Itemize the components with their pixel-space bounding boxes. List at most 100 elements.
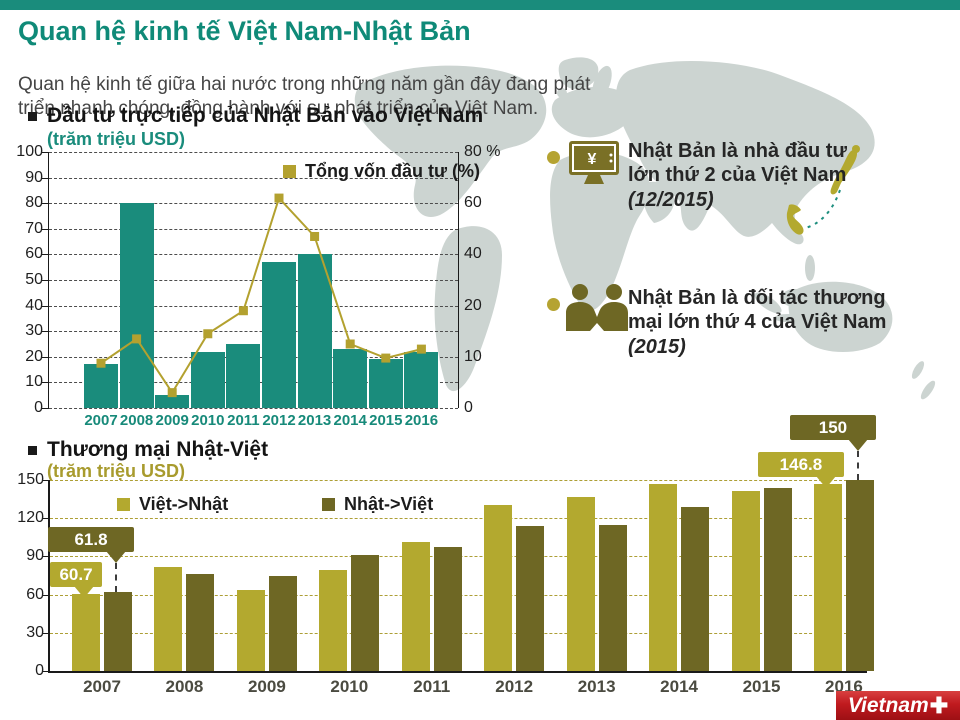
annotation-investor-text: Nhật Bản là nhà đầu tư lớn thứ 2 của Việ… (628, 140, 847, 187)
y-axis-left-label: 0 (34, 399, 43, 416)
trade-bar-2008-export (154, 566, 183, 671)
sumatra (754, 292, 782, 314)
monitor-yen-icon: ¥ (569, 141, 619, 184)
y-axis-left-label: 90 (25, 168, 43, 186)
gridline (49, 152, 458, 153)
callout-pointer-icon (106, 551, 126, 564)
trade-bar-2014-import (681, 506, 710, 671)
total-capital-line (96, 193, 426, 398)
trade-bar-2007-import (104, 592, 132, 671)
top-accent-bar (0, 0, 960, 10)
vietnam-highlight (786, 204, 804, 235)
page-title: Quan hệ kinh tế Việt Nam-Nhật Bản (18, 16, 471, 46)
x-axis-label-2010: 2010 (191, 412, 225, 429)
fdi-bar-2010 (190, 351, 225, 408)
trade-bar-2009-import (268, 575, 297, 671)
trade-bar-2010-import (351, 555, 380, 671)
axis-tick (42, 356, 49, 358)
chart1-title: Đầu tư trực tiếp của Nhật Bản vào Việt N… (47, 104, 484, 127)
trade-chart-plot: 0 30 60 90 120 150 2007 2008 2009 2010 2011 2012 201… (17, 471, 874, 696)
north-america (354, 65, 547, 217)
line-marker (274, 193, 284, 203)
axis-tick (42, 280, 49, 281)
annotation-trade: Nhật Bản là đối tác thương mại lớn thứ 4… (628, 286, 888, 359)
axis-tick (43, 556, 50, 558)
y-axis-right-label: 10 (464, 347, 482, 365)
section1-heading: Đầu tư trực tiếp của Nhật Bản vào Việt N… (28, 104, 483, 128)
chart1-legend: Tổng vốn đầu tư (%) (283, 161, 480, 182)
fdi-bar-2012 (262, 262, 296, 408)
bullet-dot-icon (547, 298, 560, 311)
x-axis-label-2012: 2012 (495, 677, 534, 696)
japan-vietnam-route-arc (804, 189, 841, 229)
british-isles (557, 88, 567, 98)
new-zealand (911, 361, 925, 379)
x-axis-label-2012: 2012 (262, 412, 296, 429)
callout-146.8: 146.8 (757, 452, 844, 478)
world-map (354, 57, 936, 400)
chart1-unit-label: (trăm triệu USD) (47, 129, 186, 149)
chart2-legend-import: Nhật->Việt (322, 494, 433, 515)
chart2-title: Thương mại Nhật-Việt (47, 438, 269, 461)
chart1-legend-label: Tổng vốn đầu tư (%) (305, 161, 481, 181)
fdi-bar-2015 (368, 359, 403, 408)
y-axis-left-label: 30 (25, 322, 43, 340)
axis-tick (42, 203, 49, 205)
bullet-square-icon (28, 445, 37, 455)
y-axis-left-label: 40 (25, 296, 43, 314)
axis-tick (43, 632, 50, 634)
gridline (49, 228, 458, 230)
y-axis-left-label: 100 (16, 143, 43, 160)
trade-bar-2015-export (731, 491, 760, 671)
line-marker (132, 334, 142, 344)
axis-tick (42, 331, 49, 333)
x-axis-label-2015: 2015 (369, 412, 403, 429)
legend-marker-icon (322, 498, 335, 511)
partnership-icon (566, 284, 628, 331)
callout-pointer-icon (74, 585, 94, 598)
fdi-bar-2016 (404, 351, 439, 408)
y-axis-left-label: 60 (25, 245, 43, 263)
trade-bar-2010-export (319, 570, 348, 671)
annotation-trade-note: (2015) (628, 335, 686, 358)
y-axis-right-label: 60 (464, 194, 482, 212)
axis-tick (42, 177, 49, 179)
x-axis-label-2007: 2007 (84, 412, 118, 429)
chart2-unit-label: (trăm triệu USD) (47, 461, 186, 481)
trade-bar-2011-import (433, 547, 462, 671)
bullet-dot-icon (547, 151, 560, 164)
y-axis-right-label: 40 (464, 245, 482, 263)
y-axis-label: 30 (26, 623, 44, 641)
page-subtitle: Quan hệ kinh tế giữa hai nước trong nhữn… (18, 74, 591, 120)
trade-bar-2012-export (484, 505, 513, 671)
line-marker (345, 339, 355, 349)
x-axis-label-2011: 2011 (227, 412, 260, 429)
trade-bar-2011-export (401, 542, 430, 671)
axis-tick (43, 671, 50, 672)
annotation-investor: Nhật Bản là nhà đầu tư lớn thứ 2 của Việ… (628, 139, 863, 212)
trade-bar-2012-import (516, 525, 545, 671)
y-axis-label: 60 (26, 585, 44, 603)
fdi-bar-2008 (119, 203, 154, 408)
callout-60.7: 60.7 (50, 561, 102, 587)
y-axis-right-label: 80 % (464, 143, 501, 160)
fdi-bar-2007 (84, 364, 118, 408)
trade-bar-2014-export (649, 483, 678, 671)
axis-tick (42, 382, 49, 384)
x-axis-label-2008: 2008 (119, 412, 154, 429)
axis-tick (43, 518, 50, 520)
axis-tick (42, 408, 49, 409)
y-axis-left-label: 50 (25, 271, 43, 288)
svg-text:¥: ¥ (588, 151, 597, 168)
gridline (49, 254, 458, 256)
callout-pointer-icon (847, 439, 868, 451)
line-marker (381, 353, 391, 363)
line-marker (238, 306, 248, 316)
legend-marker-icon (117, 498, 130, 511)
annotation-investor-note: (12/2015) (628, 188, 714, 211)
trade-bar-2007-export (72, 593, 100, 671)
greenland (558, 57, 599, 90)
trade-bar-2015-import (763, 487, 792, 671)
line-marker (416, 344, 426, 354)
